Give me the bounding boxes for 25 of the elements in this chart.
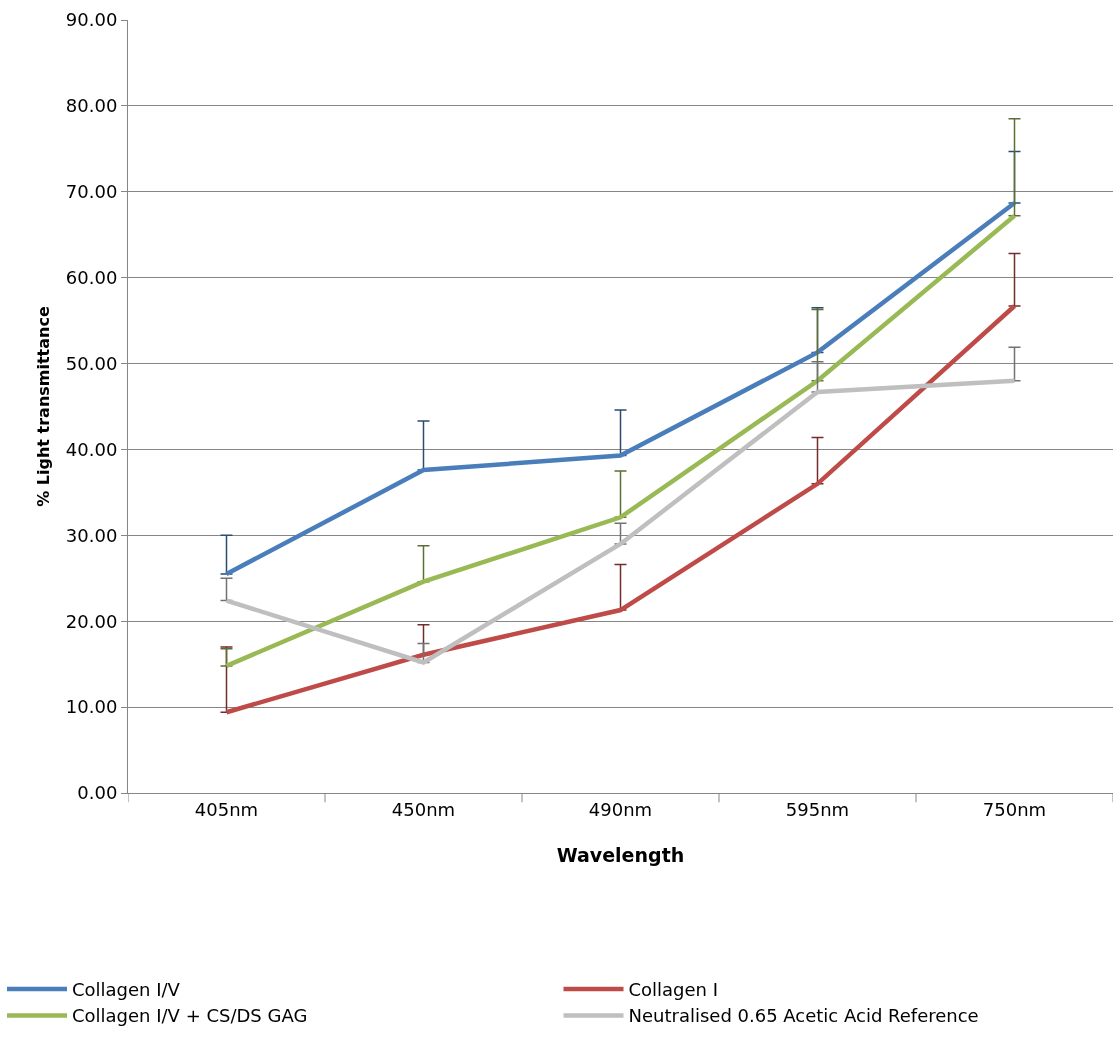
x-tick-label: 595nm — [785, 798, 850, 820]
x-tick-label: 750nm — [982, 798, 1047, 820]
legend-label: Collagen I/V — [72, 979, 181, 1001]
legend-label: Neutralised 0.65 Acetic Acid Reference — [628, 1005, 979, 1027]
line-series — [224, 200, 1017, 577]
x-axis-title: Wavelength — [556, 844, 685, 867]
y-tick-label: 80.00 — [65, 95, 118, 117]
y-tick-label: 50.00 — [65, 352, 118, 374]
y-tick-label: 20.00 — [65, 610, 118, 632]
x-tick-label: 490nm — [588, 798, 653, 820]
legend-label: Collagen I — [628, 979, 719, 1001]
y-tick-label: 10.00 — [65, 696, 118, 718]
y-tick-label: 30.00 — [65, 524, 118, 546]
y-tick-label: 0.00 — [77, 782, 118, 804]
x-tick-label: 405nm — [194, 798, 259, 820]
legend-label: Collagen I/V + CS/DS GAG — [72, 1005, 308, 1027]
y-tick-label: 70.00 — [65, 181, 118, 203]
y-tick-label: 60.00 — [65, 266, 118, 288]
y-tick-label: 40.00 — [65, 438, 118, 460]
line-series — [224, 213, 1017, 669]
y-tick-label: 90.00 — [65, 9, 118, 31]
x-tick-label: 450nm — [391, 798, 456, 820]
y-axis-title: % Light transmittance — [33, 306, 53, 507]
line-series — [224, 378, 1017, 665]
line-series — [224, 303, 1017, 715]
